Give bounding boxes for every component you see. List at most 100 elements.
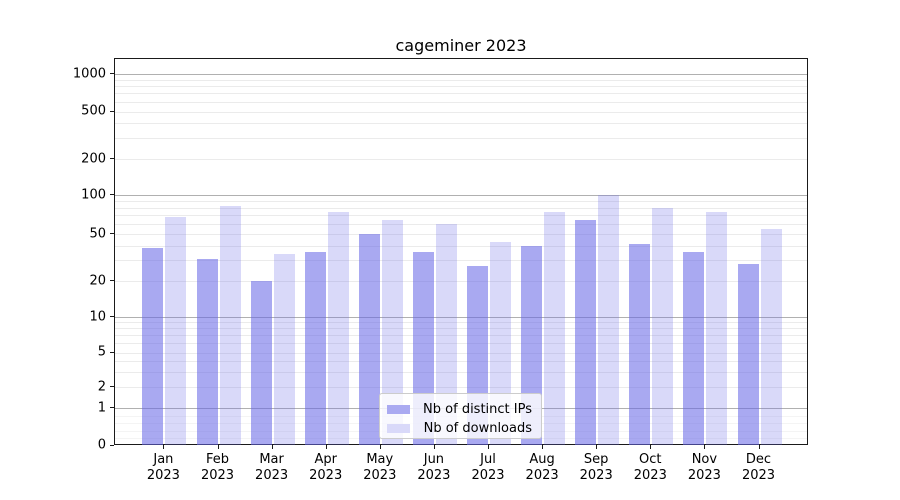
x-tick-month: May	[366, 452, 394, 467]
y-tick-mark	[110, 280, 114, 281]
bar-may-downloads	[381, 220, 403, 445]
x-tick-label-sep: Sep 2023	[569, 452, 623, 483]
x-tick-month: Apr	[314, 452, 337, 467]
y-tick-label-5: 5	[97, 344, 106, 360]
x-tick-month: Nov	[691, 452, 718, 467]
gridline-4	[115, 360, 807, 362]
x-tick-year: 2023	[579, 467, 613, 483]
y-tick-label-0: 0	[97, 437, 106, 453]
y-tick-label-50: 50	[89, 226, 106, 242]
y-tick-label-100: 100	[81, 187, 106, 203]
x-tick-mark	[542, 445, 544, 449]
y-tick-label-200: 200	[81, 151, 106, 166]
y-tick-mark	[110, 110, 114, 112]
bar-oct-distinct-ips	[629, 244, 651, 445]
x-tick-mark	[433, 445, 435, 449]
x-tick-label-aug: Aug 2023	[515, 452, 569, 483]
gridline-5	[115, 352, 807, 354]
bar-apr-distinct-ips	[304, 252, 326, 445]
chart-title: cageminer 2023	[395, 36, 527, 55]
x-tick-label-oct: Oct 2023	[623, 452, 677, 483]
gridline-2	[115, 387, 807, 388]
y-tick-mark	[110, 386, 114, 387]
y-tick-mark	[110, 194, 114, 196]
y-tick-mark	[110, 407, 114, 408]
bar-apr-downloads	[327, 212, 349, 445]
bar-may-distinct-ips	[358, 234, 380, 445]
x-tick-mark	[596, 445, 598, 449]
x-tick-label-may: May 2023	[353, 452, 407, 483]
gridline-6	[115, 343, 807, 345]
y-tick-mark	[110, 444, 114, 446]
bar-sep-distinct-ips	[575, 219, 597, 445]
gridline-300	[115, 137, 807, 139]
bar-mar-downloads	[273, 253, 295, 445]
x-tick-label-dec: Dec 2023	[732, 452, 786, 483]
y-tick-mark	[110, 73, 114, 74]
x-tick-year: 2023	[255, 467, 289, 483]
y-tick-label-2: 2	[97, 379, 106, 394]
gridline-50	[115, 234, 807, 236]
gridline-600	[115, 101, 807, 103]
bar-sep-downloads	[598, 194, 620, 445]
x-tick-year: 2023	[687, 467, 721, 483]
bar-mar-distinct-ips	[250, 281, 272, 445]
gridline-30	[115, 260, 807, 262]
x-tick-mark	[704, 445, 706, 449]
x-tick-mark	[379, 445, 381, 449]
x-tick-year: 2023	[200, 467, 235, 483]
y-tick-label-10: 10	[89, 309, 106, 324]
bar-jan-distinct-ips	[142, 248, 164, 445]
gridline-10	[115, 317, 807, 318]
x-tick-year: 2023	[525, 467, 559, 483]
legend: Nb of distinct IPs Nb of downloads	[379, 393, 542, 439]
bar-feb-downloads	[219, 206, 241, 445]
gridline-60	[115, 224, 807, 226]
x-tick-year: 2023	[633, 467, 667, 483]
x-tick-month: Oct	[639, 452, 662, 467]
x-tick-month: Aug	[529, 452, 555, 467]
legend-label: Nb of distinct IPs	[423, 401, 532, 417]
x-tick-mark	[488, 445, 489, 449]
y-tick-mark	[110, 233, 114, 235]
x-tick-month: Dec	[745, 452, 772, 467]
x-tick-label-jun: Jun 2023	[407, 452, 461, 483]
x-tick-mark	[217, 445, 219, 449]
y-tick-mark	[110, 351, 114, 353]
bar-dec-downloads	[760, 228, 782, 445]
x-tick-mark	[163, 445, 165, 449]
legend-swatch-icon	[387, 404, 410, 414]
plot-area: Nb of distinct IPs Nb of downloads	[114, 58, 808, 445]
x-tick-month: Sep	[583, 452, 609, 467]
x-tick-mark	[650, 445, 652, 449]
bar-jan-downloads	[165, 216, 187, 445]
x-tick-mark	[271, 445, 273, 449]
x-tick-label-jan: Jan 2023	[136, 452, 190, 483]
x-tick-label-apr: Apr 2023	[299, 452, 353, 483]
x-tick-year: 2023	[471, 467, 505, 483]
bar-nov-distinct-ips	[683, 252, 705, 445]
bar-dec-distinct-ips	[737, 263, 759, 445]
x-tick-label-feb: Feb 2023	[191, 452, 245, 483]
gridline-100	[115, 195, 807, 197]
gridline-800	[115, 86, 807, 88]
gridline-1000	[115, 74, 807, 75]
gridline-40	[115, 245, 807, 247]
x-tick-year: 2023	[741, 467, 776, 483]
gridline-700	[115, 93, 807, 95]
y-tick-label-20: 20	[89, 273, 106, 288]
legend-item: Nb of downloads	[387, 419, 532, 437]
gridline-8	[115, 328, 807, 330]
bar-feb-distinct-ips	[196, 258, 218, 445]
legend-item: Nb of distinct IPs	[387, 400, 532, 418]
bar-aug-downloads	[544, 212, 566, 445]
x-tick-month: Jun	[423, 452, 445, 467]
y-tick-mark	[110, 316, 114, 317]
bar-oct-downloads	[652, 207, 674, 445]
x-tick-month: Jul	[480, 452, 496, 467]
x-tick-year: 2023	[146, 467, 180, 483]
bar-jun-downloads	[435, 224, 457, 445]
x-tick-label-jul: Jul 2023	[461, 452, 515, 483]
x-tick-year: 2023	[309, 467, 343, 483]
